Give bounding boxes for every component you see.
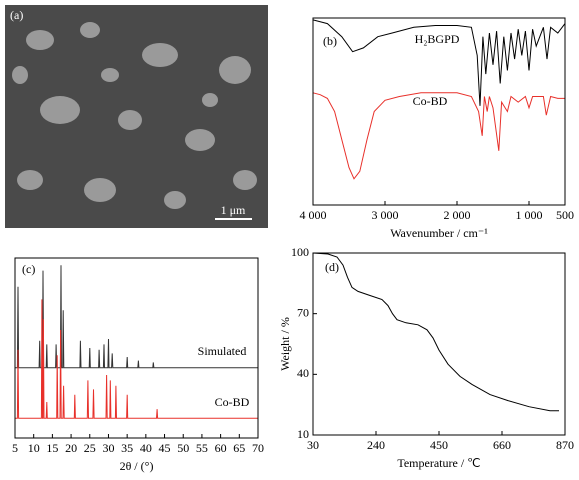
y-tick-label: 100 [291,245,309,259]
x-tick-label: 450 [430,438,448,452]
sem-image: 1 μm (a) [5,5,268,228]
y-tick-label: 10 [297,427,309,441]
x-tick-label: 30 [102,441,114,455]
scale-bar-label: 1 μm [221,203,246,217]
x-axis-label: 2θ / (°) [120,459,154,473]
x-tick-label: 1 000 [516,208,543,222]
panel-label: (d) [325,260,339,274]
x-tick-label: 500 [556,208,574,222]
x-tick-label: 240 [367,438,385,452]
plot-frame [312,17,566,206]
x-tick-label: 2 000 [444,208,471,222]
x-tick-label: 15 [46,441,58,455]
x-tick-label: 35 [121,441,133,455]
x-tick-label: 660 [493,438,511,452]
x-tick-label: 30 [307,438,319,452]
sem-particles [12,22,257,209]
x-tick-label: 25 [84,441,96,455]
x-tick-label: 70 [252,441,264,455]
plot-frame [312,252,566,436]
x-tick-label: 50 [177,441,189,455]
series-line [15,299,258,419]
panel-label: (b) [323,34,337,48]
series-label: Co-BD [413,94,448,108]
y-tick-label: 70 [297,305,309,319]
y-axis-label: Weight / % [278,317,292,371]
x-tick-label: 45 [159,441,171,455]
x-axis-label: Temperature / ℃ [397,456,480,470]
series-line [312,92,565,180]
panel-label: (c) [22,262,35,276]
series-label: H₂BGPD [415,32,460,46]
x-tick-label: 65 [233,441,245,455]
series-line [312,19,566,106]
x-tick-label: 5 [12,441,18,455]
x-tick-label: 55 [196,441,208,455]
y-tick-label: 40 [297,366,309,380]
x-tick-label: 870 [556,438,574,452]
series-label: Co-BD [215,395,250,409]
series-line [312,252,559,412]
x-tick-label: 60 [215,441,227,455]
series-line [15,265,258,369]
x-tick-label: 4 000 [300,208,327,222]
x-tick-label: 3 000 [372,208,399,222]
x-tick-label: 10 [28,441,40,455]
x-tick-label: 40 [140,441,152,455]
plot-frame [14,257,259,439]
x-axis-label: Wavenumber / cm⁻¹ [390,226,488,240]
panel-label: (a) [10,8,23,22]
series-label: Simulated [198,344,247,358]
x-tick-label: 20 [65,441,77,455]
